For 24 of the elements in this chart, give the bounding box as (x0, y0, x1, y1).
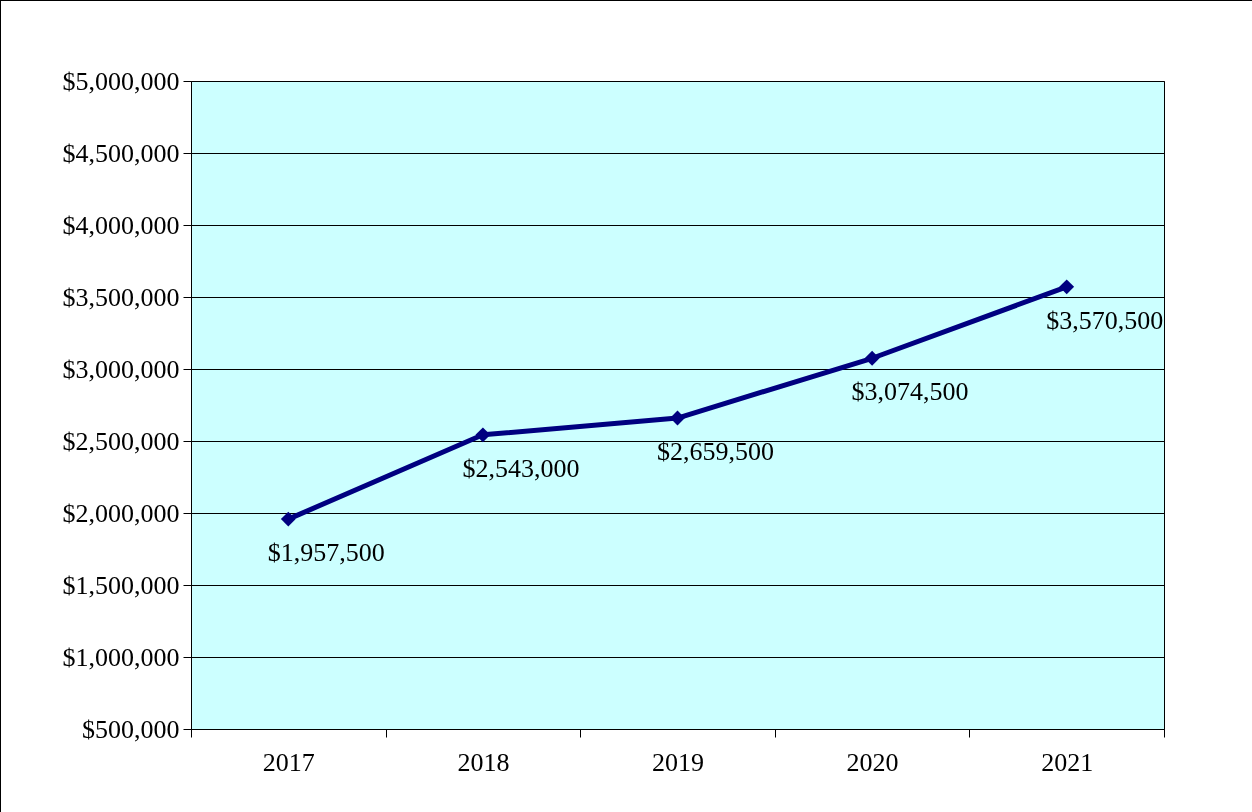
y-tick-label: $3,500,000 (62, 282, 180, 312)
y-tick-label: $3,000,000 (62, 354, 180, 384)
x-tick-label: 2017 (262, 747, 315, 777)
x-tick-label: 2020 (846, 747, 899, 777)
data-label: $2,659,500 (657, 437, 774, 467)
data-label: $3,570,500 (1046, 305, 1164, 335)
x-tick-label: 2018 (457, 747, 510, 777)
point (1059, 279, 1075, 295)
y-tick-label: $4,000,000 (62, 210, 180, 240)
y-tick-label: $1,500,000 (62, 570, 180, 600)
data-label: $3,074,500 (851, 377, 969, 407)
point (280, 511, 296, 527)
y-tick-label: $1,000,000 (62, 642, 180, 672)
point (864, 350, 880, 366)
data-label: $1,957,500 (267, 538, 385, 568)
y-tick-label: $5,000,000 (62, 66, 180, 96)
point (475, 427, 491, 443)
y-tick-label: $2,000,000 (62, 498, 180, 528)
data-label: $2,543,000 (462, 453, 580, 483)
x-tick-label: 2019 (652, 747, 704, 777)
x-tick-label: 2021 (1041, 747, 1094, 777)
y-tick-label: $2,500,000 (62, 426, 180, 456)
y-tick-label: $500,000 (82, 714, 180, 744)
y-tick-label: $4,500,000 (62, 138, 180, 168)
